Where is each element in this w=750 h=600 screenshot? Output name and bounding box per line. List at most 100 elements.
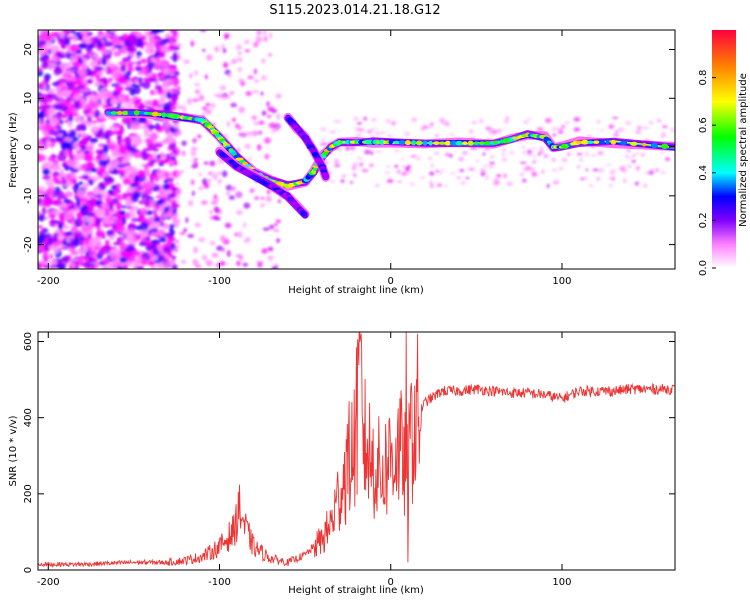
noise-blob xyxy=(363,116,368,121)
ridge-bead xyxy=(116,110,123,115)
noise-blob xyxy=(544,118,552,123)
noise-blob xyxy=(170,242,176,250)
noise-blob xyxy=(150,89,155,96)
noise-blob xyxy=(127,122,132,130)
noise-blob xyxy=(98,103,107,107)
colorbar-tick-label: 0.8 xyxy=(698,70,709,86)
noise-blob xyxy=(86,224,94,230)
noise-blob xyxy=(61,73,71,78)
noise-blob xyxy=(107,222,113,228)
noise-blob xyxy=(158,262,165,269)
noise-blob xyxy=(59,114,68,119)
noise-blob xyxy=(107,177,115,184)
ridge-bead xyxy=(593,140,600,144)
noise-blob xyxy=(375,131,381,136)
noise-blob xyxy=(227,73,233,78)
noise-blob xyxy=(85,43,95,49)
noise-blob xyxy=(171,95,179,101)
noise-blob xyxy=(256,144,262,151)
noise-blob xyxy=(215,262,220,268)
noise-blob xyxy=(390,120,397,126)
snr-plot-area xyxy=(38,332,675,569)
ridge-bead xyxy=(122,110,129,116)
noise-blob xyxy=(214,46,220,53)
noise-blob xyxy=(63,199,71,204)
noise-blob xyxy=(64,148,69,157)
noise-blob xyxy=(108,30,119,33)
noise-blob xyxy=(55,85,61,93)
noise-blob xyxy=(162,223,170,229)
noise-blob xyxy=(238,254,244,261)
noise-blob xyxy=(551,168,557,172)
noise-blob xyxy=(540,169,545,174)
noise-blob xyxy=(656,118,662,123)
noise-blob xyxy=(50,210,59,214)
noise-blob xyxy=(70,55,77,63)
noise-blob xyxy=(267,106,275,112)
noise-blob xyxy=(260,196,265,200)
noise-blob xyxy=(127,66,134,72)
noise-blob xyxy=(489,155,496,159)
noise-blob xyxy=(235,191,241,198)
noise-blob xyxy=(151,99,159,108)
noise-blob xyxy=(465,176,470,180)
noise-blob xyxy=(552,180,560,185)
noise-blob xyxy=(54,51,62,56)
noise-blob xyxy=(192,258,199,266)
ridge-bead xyxy=(415,140,423,146)
noise-blob xyxy=(102,152,109,161)
noise-blob xyxy=(49,108,56,117)
noise-blob xyxy=(51,62,56,68)
noise-blob xyxy=(68,258,79,262)
noise-blob xyxy=(136,56,141,60)
x-tick-label: 100 xyxy=(552,276,571,287)
noise-blob xyxy=(458,169,465,173)
noise-blob xyxy=(236,209,243,215)
noise-blob xyxy=(597,150,604,156)
noise-blob xyxy=(69,113,79,117)
noise-blob xyxy=(162,183,170,191)
noise-blob xyxy=(130,205,139,211)
noise-blob xyxy=(110,216,118,220)
ridge-bead xyxy=(642,142,647,147)
noise-blob xyxy=(552,126,557,132)
noise-blob xyxy=(185,217,189,224)
noise-blob xyxy=(123,157,130,164)
noise-blob xyxy=(585,168,589,172)
ridge-bead xyxy=(314,155,319,159)
ridge-bead xyxy=(444,140,451,146)
noise-blob xyxy=(444,152,450,157)
ridge-bead xyxy=(484,141,492,146)
noise-blob xyxy=(67,166,75,170)
ridge-bead xyxy=(105,110,111,115)
noise-blob xyxy=(420,176,425,180)
noise-blob xyxy=(125,94,130,102)
noise-blob xyxy=(586,134,591,138)
noise-blob xyxy=(484,175,490,180)
noise-blob xyxy=(175,239,179,244)
noise-blob xyxy=(191,190,195,197)
noise-blob xyxy=(523,120,528,124)
noise-blob xyxy=(264,137,271,144)
noise-blob xyxy=(117,95,123,102)
noise-blob xyxy=(72,88,80,95)
noise-blob xyxy=(254,196,260,200)
noise-blob xyxy=(468,167,475,171)
noise-blob xyxy=(144,79,153,83)
noise-blob xyxy=(211,252,219,258)
noise-blob xyxy=(42,44,47,53)
noise-blob xyxy=(166,91,172,99)
noise-blob xyxy=(96,60,102,66)
noise-blob xyxy=(153,212,158,219)
noise-blob xyxy=(336,120,342,123)
noise-blob xyxy=(81,64,88,70)
noise-blob xyxy=(356,121,362,125)
noise-blob xyxy=(144,46,155,55)
noise-blob xyxy=(101,190,107,200)
noise-blob xyxy=(62,163,68,168)
y-tick-label: -10 xyxy=(23,188,34,204)
noise-blob xyxy=(230,58,238,65)
noise-blob xyxy=(122,57,131,63)
noise-blob xyxy=(83,231,89,238)
ridge-bead xyxy=(428,140,433,146)
